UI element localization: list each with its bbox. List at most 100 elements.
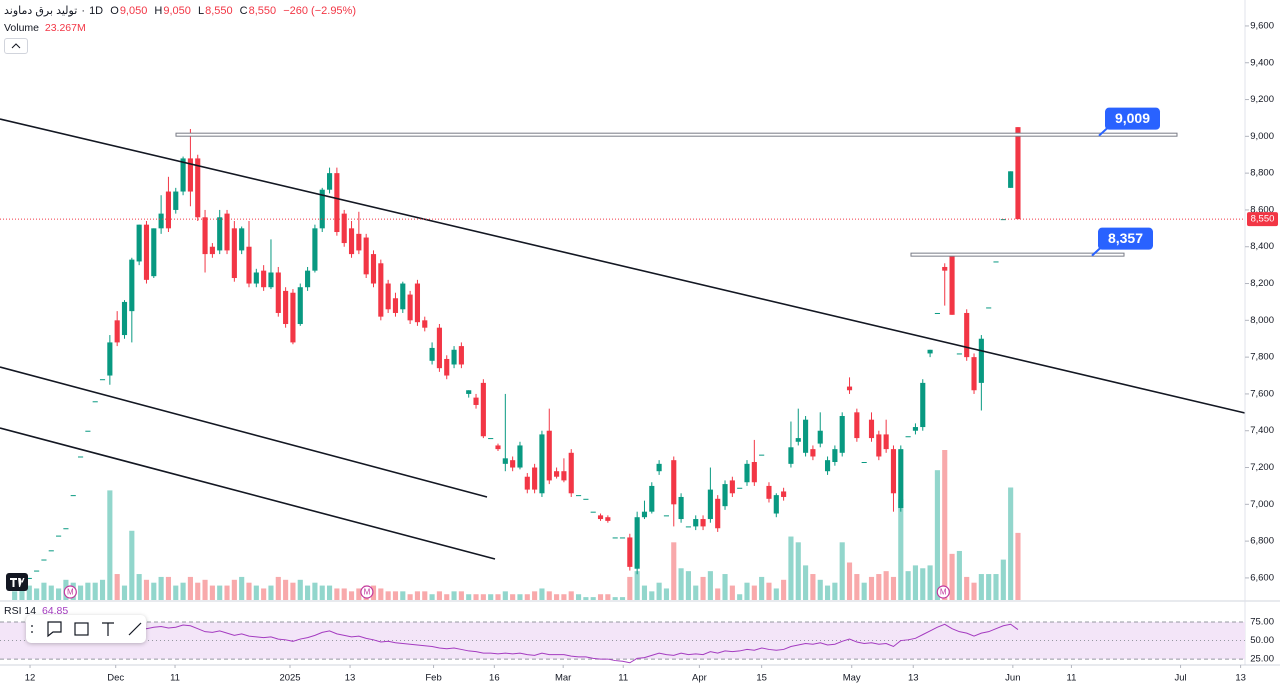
volume-bar	[539, 588, 545, 600]
volume-bar	[868, 576, 875, 600]
volume-bar	[121, 585, 128, 600]
candle-body	[488, 438, 494, 440]
candle-body	[378, 263, 384, 317]
volume-bar	[85, 582, 91, 600]
volume-bar	[554, 594, 560, 600]
rsi-pane	[0, 621, 1245, 664]
candle-body	[773, 495, 779, 514]
volume-value: 23.267M	[44, 22, 86, 34]
candle-body	[554, 471, 560, 477]
candle-body	[231, 228, 237, 279]
volume-bar	[246, 582, 252, 600]
candle-body	[473, 397, 479, 405]
candle-body	[326, 173, 333, 190]
volume-bar	[458, 591, 464, 600]
candle-body	[656, 463, 662, 472]
candle-body	[239, 228, 245, 251]
candle-body	[502, 458, 508, 464]
volume-bar	[290, 582, 296, 600]
y-tick-label: 7,400	[1250, 425, 1274, 436]
volume-bar	[268, 585, 274, 600]
volume-bar	[414, 591, 421, 600]
x-tick-label: Mar	[555, 673, 571, 684]
y-tick-label: 7,200	[1250, 462, 1274, 473]
volume-bar	[312, 582, 318, 600]
drawings	[0, 118, 1246, 560]
candle-body	[202, 217, 208, 255]
candle-body	[612, 537, 618, 539]
volume-bar	[649, 591, 655, 600]
volume-bar	[180, 582, 186, 600]
x-tick-label: 2025	[279, 673, 300, 684]
volume-bar	[817, 579, 823, 600]
x-tick-label: May	[843, 673, 861, 684]
volume-bar	[729, 585, 735, 600]
candle-body	[634, 517, 640, 569]
candle-body	[539, 434, 545, 494]
line-tool[interactable]	[128, 622, 142, 636]
volume-bar	[283, 579, 289, 600]
volume-bar	[766, 582, 772, 600]
y-tick-label: 8,600	[1250, 204, 1274, 215]
candle-body	[341, 213, 347, 244]
candle-body	[678, 496, 684, 520]
volume-bar	[143, 579, 150, 600]
rect-tool[interactable]	[74, 622, 89, 636]
volume-bar	[898, 499, 904, 600]
candle-body	[978, 338, 984, 383]
candle-body	[781, 491, 787, 497]
candle-body	[26, 577, 32, 579]
interval: 1D	[89, 5, 104, 17]
volume-bar	[26, 585, 32, 600]
candle-body	[810, 449, 816, 457]
candle-body	[348, 228, 355, 255]
candle-body	[568, 452, 574, 494]
candle-body	[290, 292, 296, 343]
candle-body	[700, 519, 706, 527]
candle-body	[195, 158, 201, 218]
candle-body	[466, 390, 472, 394]
volume-bar	[934, 470, 940, 600]
candle-body	[993, 261, 999, 263]
volume-bar	[107, 490, 113, 600]
collapse-button[interactable]	[4, 38, 28, 54]
volume-bar	[788, 536, 794, 600]
candle-body	[920, 382, 926, 428]
candle-body	[187, 158, 193, 192]
volume-bar	[326, 585, 333, 600]
candle-body	[737, 487, 743, 489]
x-tick-label: Jul	[1174, 673, 1186, 684]
volume-bar	[854, 574, 860, 600]
candle-body	[180, 158, 186, 192]
candle-body	[824, 460, 831, 472]
rsi-tick-label: 75.00	[1250, 617, 1274, 628]
x-tick-label: 13	[345, 673, 356, 684]
volume-bar	[334, 588, 340, 600]
y-tick-label: 8,400	[1250, 241, 1274, 252]
candle-body	[56, 535, 62, 537]
logo-mark	[10, 578, 25, 587]
candle-body	[370, 254, 377, 284]
candle-body	[971, 357, 977, 391]
volume-bar	[209, 585, 215, 600]
volume-bar	[810, 574, 816, 600]
volume-bar	[1015, 532, 1021, 600]
candle-body	[854, 412, 860, 439]
candle-body	[1015, 127, 1021, 220]
candle-body	[575, 495, 582, 497]
volume-bar	[641, 585, 648, 600]
volume-bar	[656, 582, 662, 600]
volume-bar	[781, 579, 787, 600]
candle-body	[261, 270, 267, 288]
separator: ·	[81, 5, 85, 17]
candle-body	[839, 416, 845, 453]
note-tool[interactable]	[47, 621, 62, 638]
candle-body	[422, 320, 428, 328]
event-label: M	[67, 588, 74, 597]
y-tick-label: 9,200	[1250, 94, 1274, 105]
candle-body	[319, 189, 325, 229]
candle-body	[63, 528, 69, 530]
candle-body	[444, 358, 450, 376]
text-tool[interactable]	[102, 622, 114, 636]
